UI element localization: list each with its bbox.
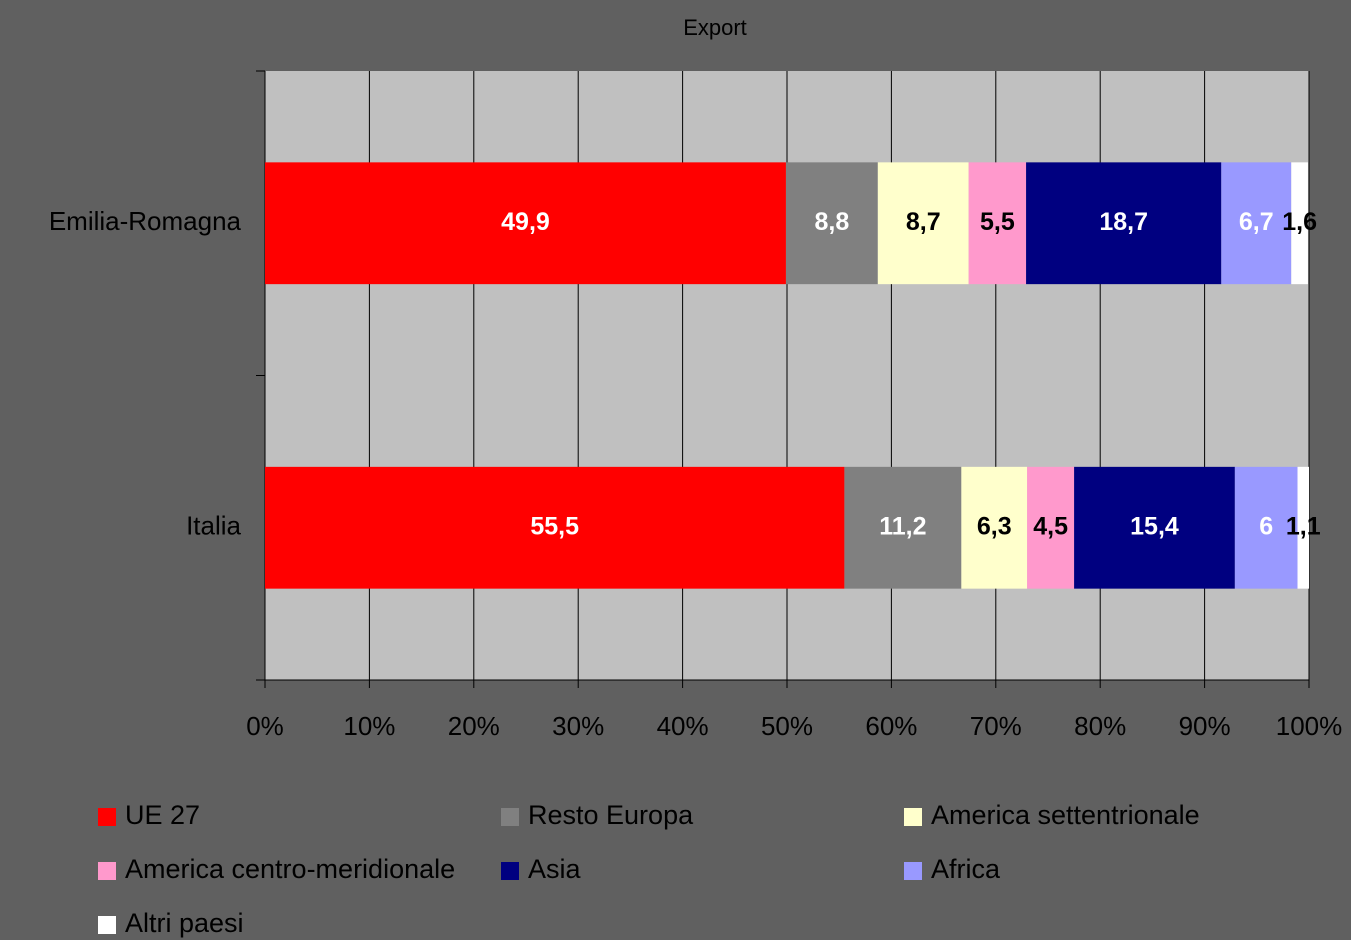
x-tick-label: 40% (657, 711, 709, 741)
x-tick-label: 100% (1276, 711, 1343, 741)
legend-swatch (98, 916, 116, 934)
chart-title: Export (683, 15, 747, 40)
x-tick-label: 20% (448, 711, 500, 741)
legend-swatch (98, 862, 116, 880)
legend-swatch (98, 808, 116, 826)
x-tick-label: 90% (1179, 711, 1231, 741)
data-label: 6,7 (1239, 208, 1274, 236)
legend-label: Altri paesi (125, 908, 244, 938)
x-tick-label: 10% (343, 711, 395, 741)
data-label: 49,9 (501, 208, 550, 236)
legend-swatch (501, 808, 519, 826)
bar-segment (968, 162, 1027, 285)
bar-segment (1291, 162, 1308, 285)
legend-swatch (904, 862, 922, 880)
data-label: 18,7 (1099, 208, 1148, 236)
bar-segment (265, 162, 786, 285)
data-label: 1,6 (1282, 208, 1317, 236)
data-label: 1,1 (1286, 512, 1321, 540)
bar-segment (1074, 466, 1235, 589)
data-label: 6,3 (977, 512, 1012, 540)
bar-segment (1221, 162, 1292, 285)
bar-segment (1026, 162, 1222, 285)
x-tick-label: 70% (970, 711, 1022, 741)
data-label: 8,7 (906, 208, 941, 236)
data-label: 4,5 (1033, 512, 1068, 540)
data-label: 5,5 (980, 208, 1015, 236)
legend-label: Africa (931, 854, 1001, 884)
bar-segment (1234, 466, 1298, 589)
data-label: 11,2 (879, 512, 926, 540)
x-tick-label: 80% (1074, 711, 1126, 741)
bar-segment (877, 162, 969, 285)
bar-segment (785, 162, 878, 285)
bar-segment (1297, 466, 1309, 589)
legend-label: Asia (528, 854, 582, 884)
data-label: 15,4 (1130, 512, 1179, 540)
bar-segment (265, 466, 845, 589)
legend-label: Resto Europa (528, 800, 694, 830)
data-label: 8,8 (815, 208, 850, 236)
data-label: 55,5 (530, 512, 579, 540)
legend-label: America settentrionale (931, 800, 1200, 830)
legend-label: America centro-meridionale (125, 854, 455, 884)
legend-swatch (501, 862, 519, 880)
x-tick-label: 60% (865, 711, 917, 741)
legend-swatch (904, 808, 922, 826)
bar-segment (844, 466, 962, 589)
x-tick-label: 30% (552, 711, 604, 741)
x-tick-label: 50% (761, 711, 813, 741)
y-tick-label: Italia (186, 511, 241, 541)
bar-segment (1027, 466, 1075, 589)
x-tick-label: 0% (246, 711, 284, 741)
bar-segment (961, 466, 1028, 589)
data-label: 6 (1259, 512, 1273, 540)
y-tick-label: Emilia-Romagna (49, 206, 242, 236)
legend-label: UE 27 (125, 800, 200, 830)
